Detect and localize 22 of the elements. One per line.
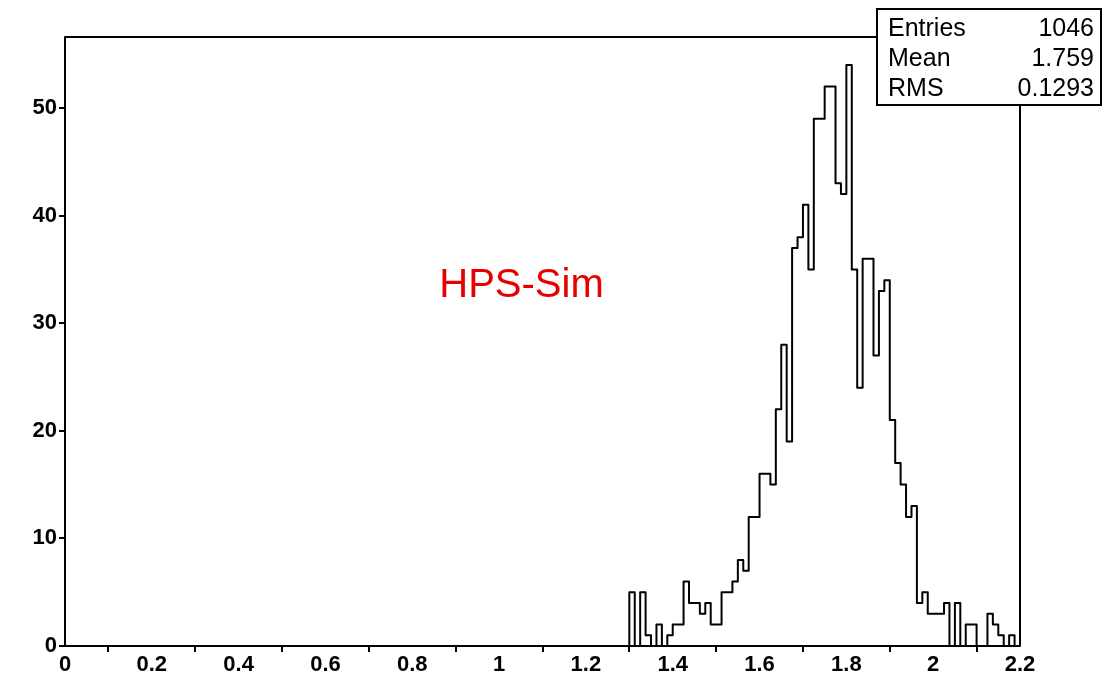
x-tick-label: 1.8 — [831, 651, 862, 675]
x-tick-label: 0.2 — [136, 651, 168, 675]
y-tick-label: 40 — [32, 201, 57, 227]
y-tick-label: 20 — [32, 416, 57, 442]
y-tick-label: 0 — [44, 632, 57, 658]
annotation: HPS-Sim — [439, 260, 604, 305]
text: RMS 0.1293 — [888, 73, 1094, 101]
x-tick-label: 0.4 — [223, 651, 255, 675]
text: Entries 1046 — [888, 13, 1094, 41]
x-tick-label: 1.2 — [570, 651, 602, 675]
x-tick-label: 2.2 — [1004, 651, 1036, 675]
y-tick-label: 30 — [32, 309, 57, 335]
x-tick-label: 1.6 — [744, 651, 775, 675]
x-tick-label: 1 — [492, 651, 506, 675]
y-tick-label: 50 — [32, 94, 57, 120]
x-tick-label: 0.8 — [396, 651, 428, 675]
y-tick-label: 10 — [32, 524, 57, 550]
x-tick-label: 0.6 — [310, 651, 341, 675]
x-tick-label: 2 — [927, 651, 940, 675]
x-tick-label: 0 — [58, 651, 72, 675]
x-tick-label: 1.4 — [657, 651, 689, 675]
text: Mean 1.759 — [888, 43, 1094, 71]
